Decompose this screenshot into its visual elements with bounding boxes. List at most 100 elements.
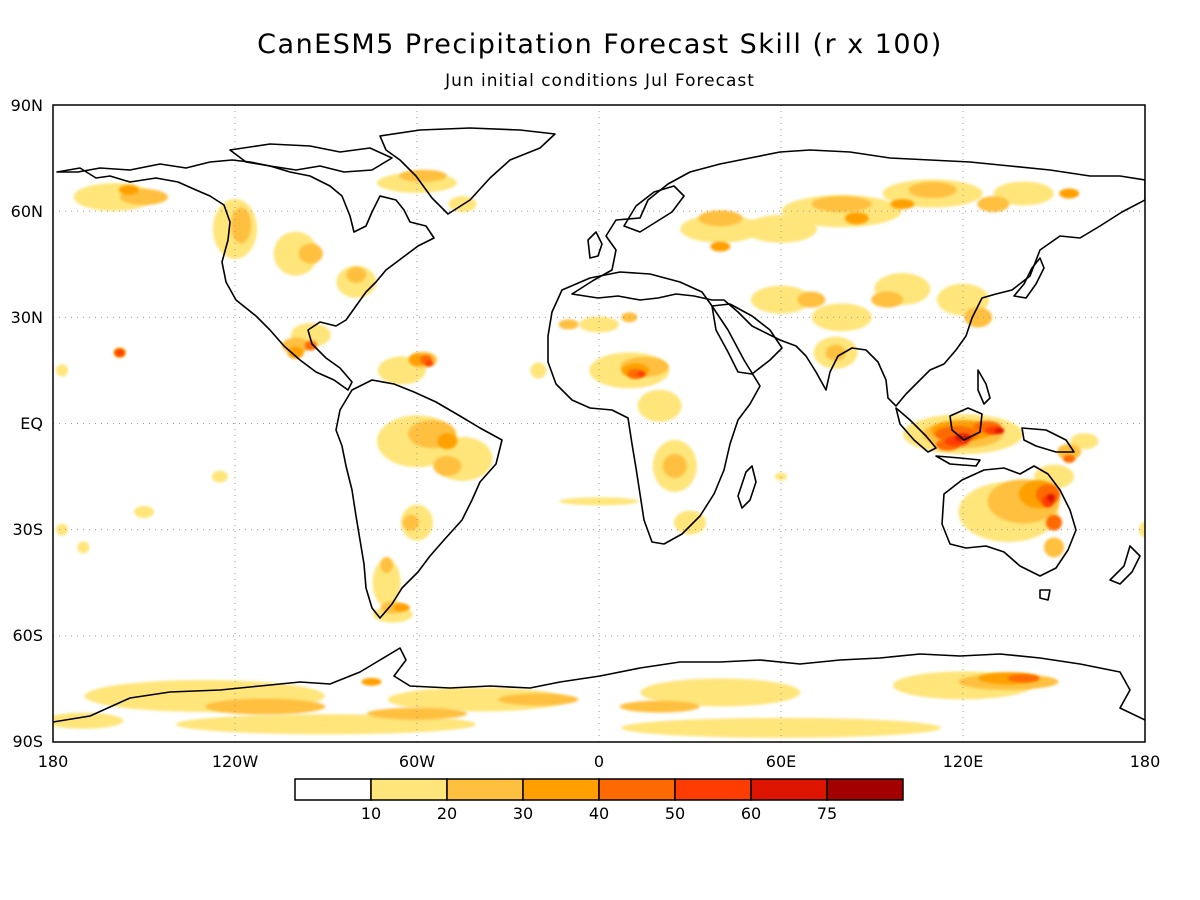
skill-patch-mid [619,700,700,713]
skill-patch-low [530,362,547,379]
coastline-australia [941,465,1077,577]
map-gridlines [53,105,1145,742]
map-frame [52,104,1146,743]
coastline-antarctica [53,647,1145,723]
lon-label-60e: 60E [766,752,796,771]
lat-label-90s: 90S [12,732,43,751]
lat-label-90n: 90N [11,96,43,115]
coastline-eurasia [571,149,1145,407]
skill-patch-mid [811,196,872,213]
lat-label-eq: EQ [20,414,43,433]
skill-patch-mid [908,181,957,198]
coastlines [53,127,1145,723]
colorbar-label-60: 60 [741,804,761,823]
longitude-axis: 180 120W 60W 0 60E 120E 180 [38,752,1161,771]
skill-patch-low [372,558,401,607]
skill-patch-mid [298,243,323,264]
skill-patch-mid [558,319,579,330]
coastline-java [935,455,981,467]
figure-title: CanESM5 Precipitation Forecast Skill (r … [257,29,943,60]
skill-patch-low [77,541,90,554]
coastline-philippines [977,369,991,405]
skill-patch-low [134,505,154,518]
lat-label-60n: 60N [11,202,43,221]
coastline-africa [547,271,761,545]
latitude-axis: 90N 60N 30N EQ 30S 60S 90S [11,96,43,751]
skill-patch-very-high [304,340,317,351]
skill-patch-low [1070,433,1099,450]
skill-patch-high [361,677,382,686]
skill-patch-low [751,285,811,314]
coastline-new-guinea [1021,427,1075,453]
skill-patch-low [640,678,801,707]
colorbar-swatch-0 [294,778,372,801]
coastline-arctic-archipelago [229,143,393,173]
skill-patch-high [710,241,731,252]
coastline-north-america [56,159,435,391]
skill-patch-high [409,353,425,366]
skill-patch-low [775,472,787,481]
skill-patch-mid [698,210,743,227]
lon-label-180w: 180 [38,752,69,771]
colorbar-swatch-5 [674,778,752,801]
skill-patch-high [890,199,915,210]
skill-patch-low [56,523,69,536]
skill-patch-top [637,370,646,377]
skill-patch-top [425,360,434,367]
skill-patch-mid [825,344,846,361]
skill-patch-high [393,603,410,612]
lat-label-30n: 30N [11,308,43,327]
skill-patch-low [993,181,1054,206]
colorbar-swatch-4 [598,778,676,801]
skill-patch-mid [399,169,448,182]
lon-label-60w: 60W [399,752,435,771]
skill-patch-mid [797,291,826,308]
coastline-south-america [335,379,503,619]
colorbar-swatch-6 [750,778,828,801]
skill-patch-high [437,433,458,450]
skill-patch-low [621,717,941,738]
skill-patch-very-high [1007,674,1040,683]
skill-patch-mid [1044,537,1064,558]
colorbar-label-40: 40 [589,804,609,823]
colorbar-label-10: 10 [361,804,381,823]
skill-patch-low [637,389,682,422]
skill-patch-top [115,349,124,356]
coastline-tasmania [1039,589,1051,601]
colorbar-swatch-2 [446,778,524,801]
coastline-borneo [949,407,983,441]
skill-patch-low [579,316,619,333]
skill-patch-peak [994,427,1005,434]
coastline-arabia [711,303,783,375]
skill-patch-low [674,510,706,535]
lon-label-120w: 120W [212,752,259,771]
skill-patch-high [844,212,869,225]
skill-patch-mid [871,291,904,308]
colorbar-label-75: 75 [817,804,837,823]
coastline-madagascar [737,465,757,509]
lat-label-30s: 30S [12,520,43,539]
skill-patch-mid [402,514,419,531]
skill-patch-peak [1046,493,1055,502]
skill-shading [53,169,1145,738]
coastline-japan [1013,257,1045,299]
skill-patch-mid [433,455,462,476]
skill-patch-mid [977,196,1010,213]
skill-patch-mid [498,693,579,706]
colorbar-swatch-3 [522,778,600,801]
skill-patch-mid [205,698,326,715]
colorbar-label-30: 30 [513,804,533,823]
coastline-greenland [379,127,556,215]
skill-patch-mid [346,266,367,283]
coastline-new-zealand [1109,545,1141,585]
map-panel [53,105,1145,742]
skill-patch-very-high [1063,454,1076,463]
skill-patch-low [211,470,228,483]
skill-patch-very-high [1046,514,1062,531]
skill-patch-high [287,346,304,359]
skill-patch-mid [231,207,252,244]
lon-label-0: 0 [594,752,604,771]
skill-patch-low [56,364,69,377]
colorbar-swatch-1 [370,778,448,801]
